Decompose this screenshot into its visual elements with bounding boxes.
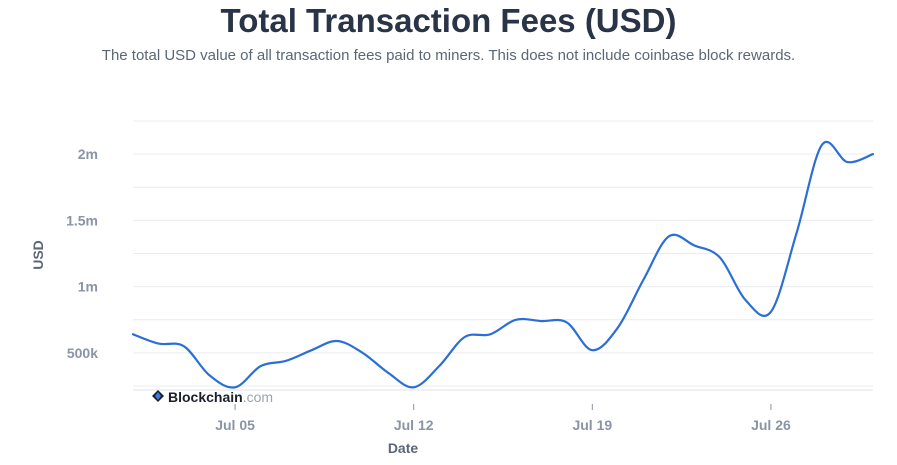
x-tick-label: Jul 12 bbox=[394, 417, 434, 433]
y-tick-label: 1m bbox=[78, 279, 98, 295]
blockchain-diamond-icon bbox=[152, 390, 164, 402]
branding-name: Blockchain.com bbox=[168, 389, 273, 405]
y-tick-label: 2m bbox=[78, 146, 98, 162]
x-tick-label: Jul 05 bbox=[215, 417, 255, 433]
chart-subtitle: The total USD value of all transaction f… bbox=[101, 47, 796, 64]
chart-title: Total Transaction Fees (USD) bbox=[220, 2, 677, 39]
x-tick-label: Jul 19 bbox=[572, 417, 612, 433]
series-line bbox=[131, 140, 875, 389]
y-tick-label: 1.5m bbox=[66, 212, 98, 228]
grid-lines bbox=[133, 120, 873, 391]
x-tick-label: Jul 26 bbox=[751, 417, 791, 433]
x-tick-labels: Jul 05 Jul 12 Jul 19 Jul 26 bbox=[215, 404, 791, 433]
branding-logo: Blockchain.com bbox=[152, 389, 273, 405]
x-axis-label: Date bbox=[388, 440, 419, 456]
y-tick-labels: 500k 1m 1.5m 2m bbox=[66, 146, 98, 361]
y-axis-label: USD bbox=[30, 240, 46, 270]
y-tick-label: 500k bbox=[67, 345, 98, 361]
